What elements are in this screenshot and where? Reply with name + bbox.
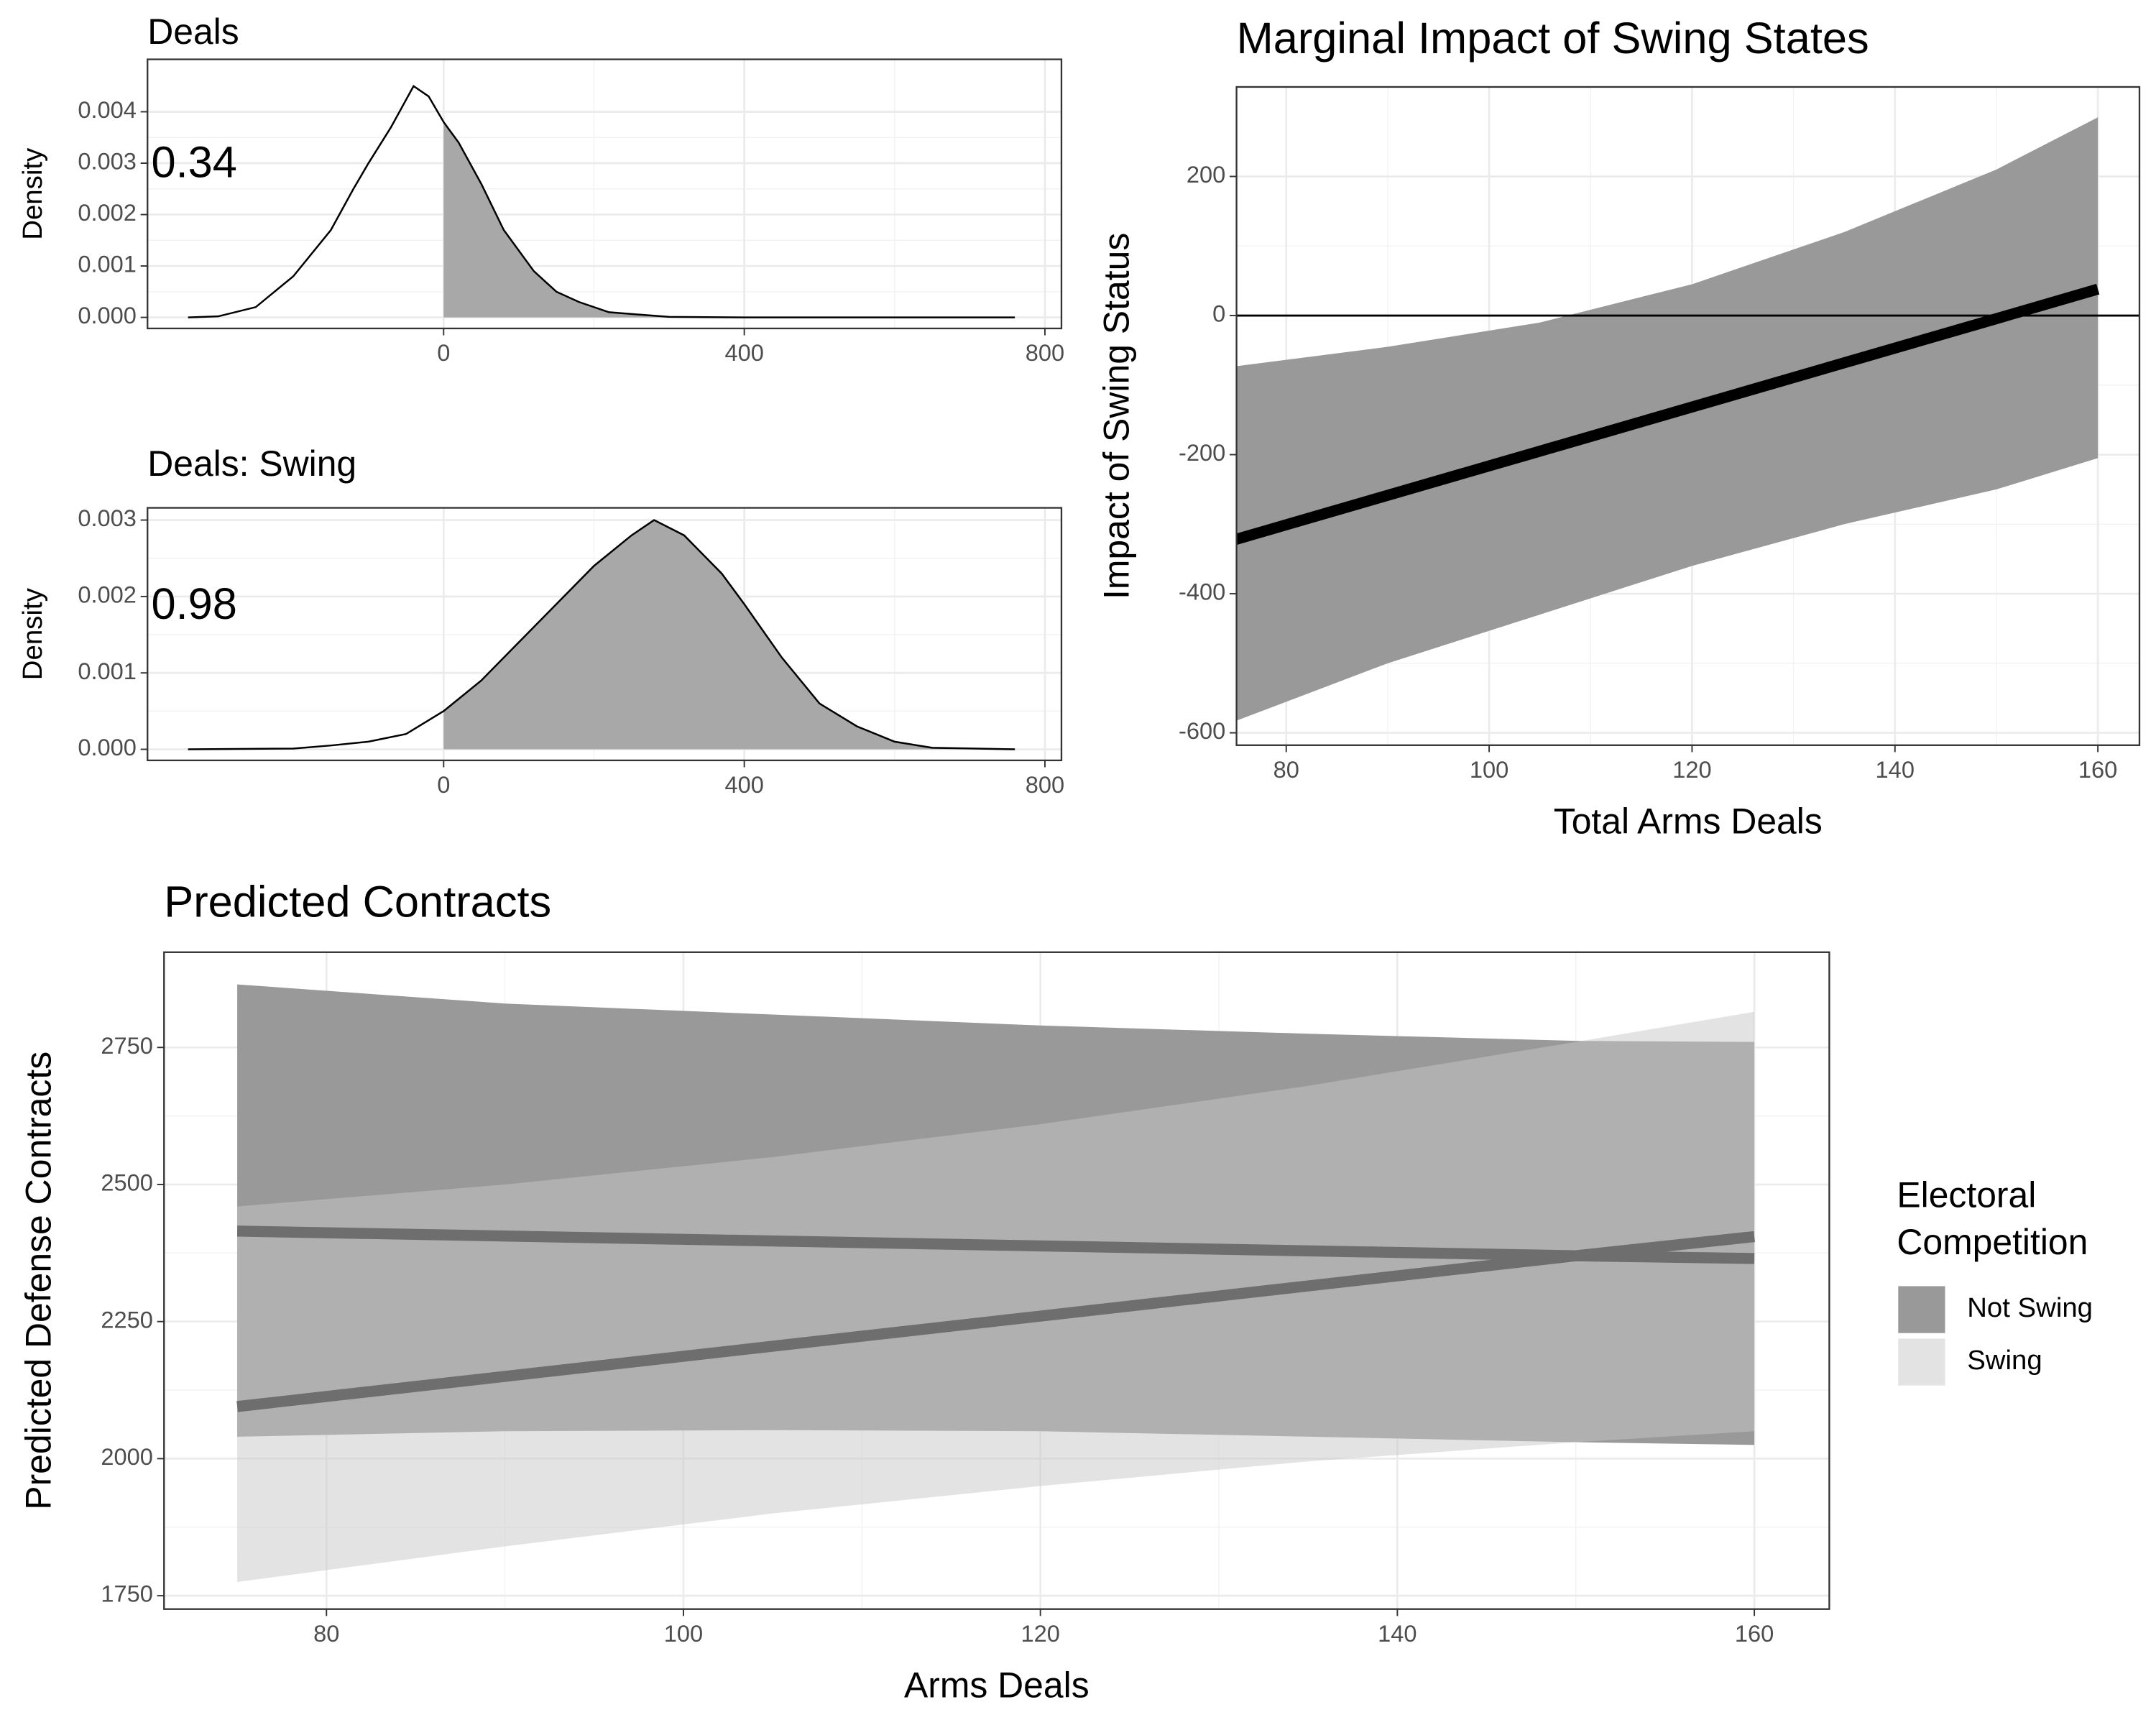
y-tick-label: 0 xyxy=(1212,300,1225,327)
y-tick-label: -200 xyxy=(1179,439,1225,466)
y-axis-title: Impact of Swing Status xyxy=(1097,233,1137,599)
x-tick-label: 400 xyxy=(724,339,763,366)
y-tick-label: 2500 xyxy=(101,1169,153,1196)
x-tick-label: 100 xyxy=(1470,756,1508,783)
legend-key xyxy=(1898,1286,1945,1333)
plot-area xyxy=(164,952,1830,1609)
annotation: 0.34 xyxy=(151,138,236,188)
x-tick-label: 120 xyxy=(1672,756,1711,783)
y-tick-label: 0.000 xyxy=(78,302,137,328)
legend-title: Electoral xyxy=(1897,1175,2036,1215)
legend-label: Not Swing xyxy=(1967,1292,2093,1323)
x-axis-title: Arms Deals xyxy=(904,1665,1089,1705)
y-tick-label: -400 xyxy=(1179,579,1225,605)
x-tick-label: 160 xyxy=(1735,1620,1774,1647)
y-axis-title: Density xyxy=(17,147,48,240)
y-tick-label: 200 xyxy=(1187,161,1225,188)
x-tick-label: 140 xyxy=(1378,1620,1416,1647)
y-tick-label: 0.001 xyxy=(78,658,137,684)
legend-key xyxy=(1898,1338,1945,1386)
x-axis-title: Total Arms Deals xyxy=(1554,801,1823,841)
x-tick-label: 120 xyxy=(1021,1620,1059,1647)
chart-title: Deals xyxy=(147,12,239,52)
legend-label: Swing xyxy=(1967,1345,2042,1376)
y-tick-label: 0.003 xyxy=(78,505,137,531)
y-tick-label: 2750 xyxy=(101,1032,153,1059)
x-tick-label: 80 xyxy=(313,1620,339,1647)
x-tick-label: 80 xyxy=(1273,756,1299,783)
y-tick-label: 2000 xyxy=(101,1443,153,1470)
y-tick-label: 0.003 xyxy=(78,148,137,175)
estimate-line xyxy=(236,1230,1755,1412)
chart-title: Marginal Impact of Swing States xyxy=(1237,14,1869,63)
confidence-band xyxy=(237,1011,1755,1583)
density-line xyxy=(188,519,1015,750)
density-line xyxy=(188,84,1015,318)
x-tick-label: 0 xyxy=(437,339,450,366)
y-axis-title: Density xyxy=(17,587,48,680)
plot-area: 0.98 xyxy=(147,507,1061,760)
chart-title: Predicted Contracts xyxy=(164,878,551,927)
x-tick-label: 800 xyxy=(1026,339,1064,366)
y-tick-label: -600 xyxy=(1179,717,1225,744)
y-axis-title: Predicted Defense Contracts xyxy=(19,1052,59,1510)
x-tick-label: 140 xyxy=(1876,756,1915,783)
estimate-line xyxy=(1236,283,2100,545)
plot-area xyxy=(1236,86,2139,745)
y-tick-label: 0.000 xyxy=(78,734,137,760)
x-tick-label: 100 xyxy=(664,1620,703,1647)
x-tick-label: 400 xyxy=(724,771,763,798)
y-tick-label: 1750 xyxy=(101,1581,153,1607)
panel-border xyxy=(1235,86,2141,746)
plot-area: 0.34 xyxy=(147,59,1061,328)
density-area xyxy=(443,520,1015,750)
y-tick-label: 0.001 xyxy=(78,251,137,277)
annotation: 0.98 xyxy=(151,579,236,629)
y-tick-label: 0.002 xyxy=(78,581,137,607)
y-tick-label: 2250 xyxy=(101,1306,153,1333)
panel-border xyxy=(147,58,1063,330)
x-tick-label: 0 xyxy=(437,771,450,798)
panel-border xyxy=(163,951,1830,1610)
y-tick-label: 0.002 xyxy=(78,199,137,226)
y-tick-label: 0.004 xyxy=(78,96,137,123)
legend-title: Competition xyxy=(1897,1222,2088,1262)
x-tick-label: 160 xyxy=(2078,756,2117,783)
density-area xyxy=(443,121,1015,318)
panel-border xyxy=(147,507,1063,762)
chart-title: Deals: Swing xyxy=(147,443,356,484)
x-tick-label: 800 xyxy=(1026,771,1064,798)
